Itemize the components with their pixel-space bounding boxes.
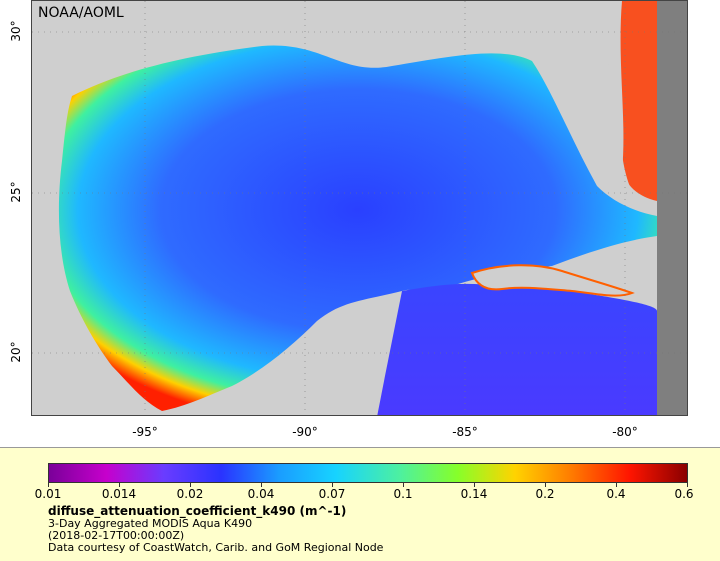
colorbar-tick-label: 0.14 [460,487,488,501]
florida-peninsula [552,55,632,191]
lon-label-95: -95° [132,425,158,439]
colorbar-tick [616,483,617,487]
colorbar-tick-label: 0.2 [535,487,555,501]
colorbar-tick-label: 0.02 [176,487,204,501]
map-canvas [32,1,687,415]
gulf-of-mexico-water [58,45,658,411]
legend-date: (2018-02-17T00:00:00Z) [48,529,185,542]
colorbar-tick [545,483,546,487]
lon-label-80: -80° [612,425,638,439]
colorbar-tick-label: 0.014 [101,487,137,501]
colorbar-tick-label: 0.4 [606,487,626,501]
lon-label-90: -90° [292,425,318,439]
colorbar-tick-label: 0.6 [674,487,694,501]
colorbar-tick [261,483,262,487]
map-panel[interactable]: NOAA/AOML [31,0,688,416]
colorbar-tick [687,483,688,487]
colorbar-tick [403,483,404,487]
colorbar-tick [474,483,475,487]
agency-watermark: NOAA/AOML [38,5,124,21]
colorbar-tick-label: 0.1 [393,487,413,501]
colorbar-tick [332,483,333,487]
lat-label-20: 20° [9,341,23,363]
lat-label-30: 30° [9,20,23,42]
colorbar-tick-label: 0.01 [34,487,62,501]
colorbar-tick [119,483,120,487]
lon-label-85: -85° [452,425,478,439]
caribbean-water [377,283,657,415]
legend-variable-title: diffuse_attenuation_coefficient_k490 (m^… [48,504,347,518]
cuba-island [470,264,635,297]
no-data-strip [657,1,687,415]
legend-subtitle: 3-Day Aggregated MODIS Aqua K490 [48,517,253,530]
colorbar-tick-label: 0.07 [318,487,346,501]
colorbar [48,463,688,483]
legend-credit: Data courtesy of CoastWatch, Carib. and … [48,541,384,554]
atlantic-water [620,1,657,201]
colorbar-tick [190,483,191,487]
colorbar-tick [48,483,49,487]
colorbar-tick-label: 0.04 [247,487,275,501]
lat-label-25: 25° [9,181,23,203]
